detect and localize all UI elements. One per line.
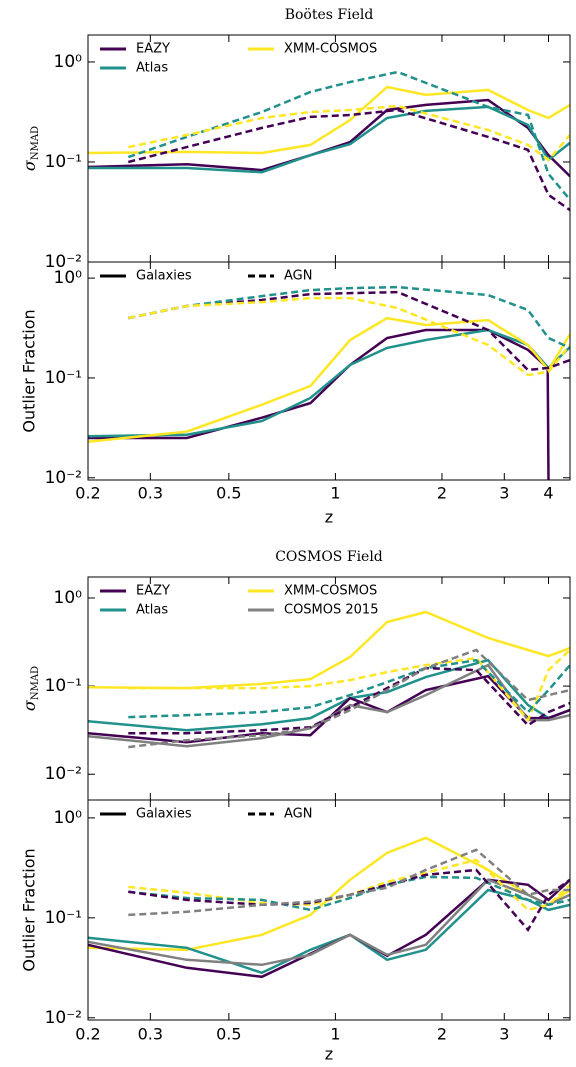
plot-lines <box>88 610 570 749</box>
legend-label: Galaxies <box>136 269 192 284</box>
x-tick-label: 3 <box>499 484 509 503</box>
x-tick-label: 0.5 <box>216 1025 241 1044</box>
series-line <box>88 888 570 975</box>
series-line <box>127 108 570 212</box>
y-axis-symbol: σ <box>20 699 39 711</box>
axes-frame <box>87 261 571 481</box>
x-tick-label: 4 <box>543 484 553 503</box>
legend-label: XMM-COSMOS <box>284 584 377 599</box>
series-line <box>88 878 570 979</box>
axes-frame <box>87 799 571 1021</box>
legend-label: Atlas <box>136 61 168 76</box>
y-tick-label: 10⁻¹ <box>45 676 82 696</box>
y-axis-symbol: σ <box>20 159 39 171</box>
series-line <box>128 858 570 912</box>
x-tick-label: 3 <box>499 1025 509 1044</box>
series-line <box>88 328 570 438</box>
legend-label: EAZY <box>136 42 170 57</box>
legend-label: EAZY <box>136 584 170 599</box>
series-line <box>88 328 550 480</box>
x-tick-label: 0.2 <box>75 484 100 503</box>
y-axis-label: σNMAD <box>20 126 41 171</box>
y-tick-label: 10⁰ <box>54 588 83 608</box>
x-tick-label: 4 <box>543 1025 553 1044</box>
y-tick-label: 10⁻¹ <box>45 368 82 388</box>
legend-label: COSMOS 2015 <box>284 603 378 618</box>
plot-lines <box>88 285 570 480</box>
x-tick-label: 0.3 <box>138 1025 163 1044</box>
series-line <box>128 666 570 735</box>
series-line <box>88 878 570 967</box>
series-line <box>128 848 570 917</box>
x-axis-label: z <box>325 1045 333 1064</box>
y-axis-label: Outlier Fraction <box>20 309 39 432</box>
plot-lines <box>88 836 570 979</box>
series-line <box>88 663 570 748</box>
series-line <box>88 85 570 155</box>
y-tick-label: 10⁰ <box>54 52 83 72</box>
legend-label: XMM-COSMOS <box>284 42 377 57</box>
x-tick-label: 2 <box>437 484 447 503</box>
series-line <box>128 648 570 749</box>
y-tick-label: 10⁻¹ <box>45 908 82 928</box>
y-axis-label: σNMAD <box>20 666 41 711</box>
series-line <box>88 316 570 443</box>
series-line <box>88 836 570 952</box>
x-tick-label: 0.2 <box>75 1025 100 1044</box>
series-line <box>88 610 570 690</box>
series-line <box>127 70 570 201</box>
series-line <box>128 296 570 377</box>
y-tick-label: 10⁰ <box>54 808 83 828</box>
legend-label: Galaxies <box>136 807 192 822</box>
legend-label: AGN <box>284 269 312 284</box>
y-tick-label: 10⁻² <box>45 468 82 488</box>
x-tick-label: 0.3 <box>138 484 163 503</box>
series-line <box>128 285 570 350</box>
legend-label: Atlas <box>136 603 168 618</box>
series-line <box>128 290 570 372</box>
series-line <box>128 104 570 162</box>
chart-title: COSMOS Field <box>275 549 383 565</box>
y-tick-label: 10⁻¹ <box>45 152 82 172</box>
x-tick-label: 1 <box>330 1025 340 1044</box>
legend-label: AGN <box>284 807 312 822</box>
x-tick-label: 1 <box>330 484 340 503</box>
plot-lines <box>88 70 570 212</box>
y-axis-subscript: NMAD <box>30 126 41 160</box>
series-line <box>128 875 570 912</box>
x-tick-label: 0.5 <box>216 484 241 503</box>
x-tick-label: 2 <box>437 1025 447 1044</box>
series-line <box>128 868 570 932</box>
chart-title: Boötes Field <box>285 7 374 23</box>
y-tick-label: 10⁻² <box>45 764 82 784</box>
y-tick-label: 10⁰ <box>54 268 83 288</box>
y-axis-label: Outlier Fraction <box>20 848 39 971</box>
y-tick-label: 10⁻² <box>45 1008 82 1028</box>
x-axis-label: z <box>325 508 333 527</box>
y-tick-label: 10⁻² <box>45 252 82 272</box>
series-line <box>88 658 570 732</box>
y-axis-subscript: NMAD <box>30 666 41 700</box>
